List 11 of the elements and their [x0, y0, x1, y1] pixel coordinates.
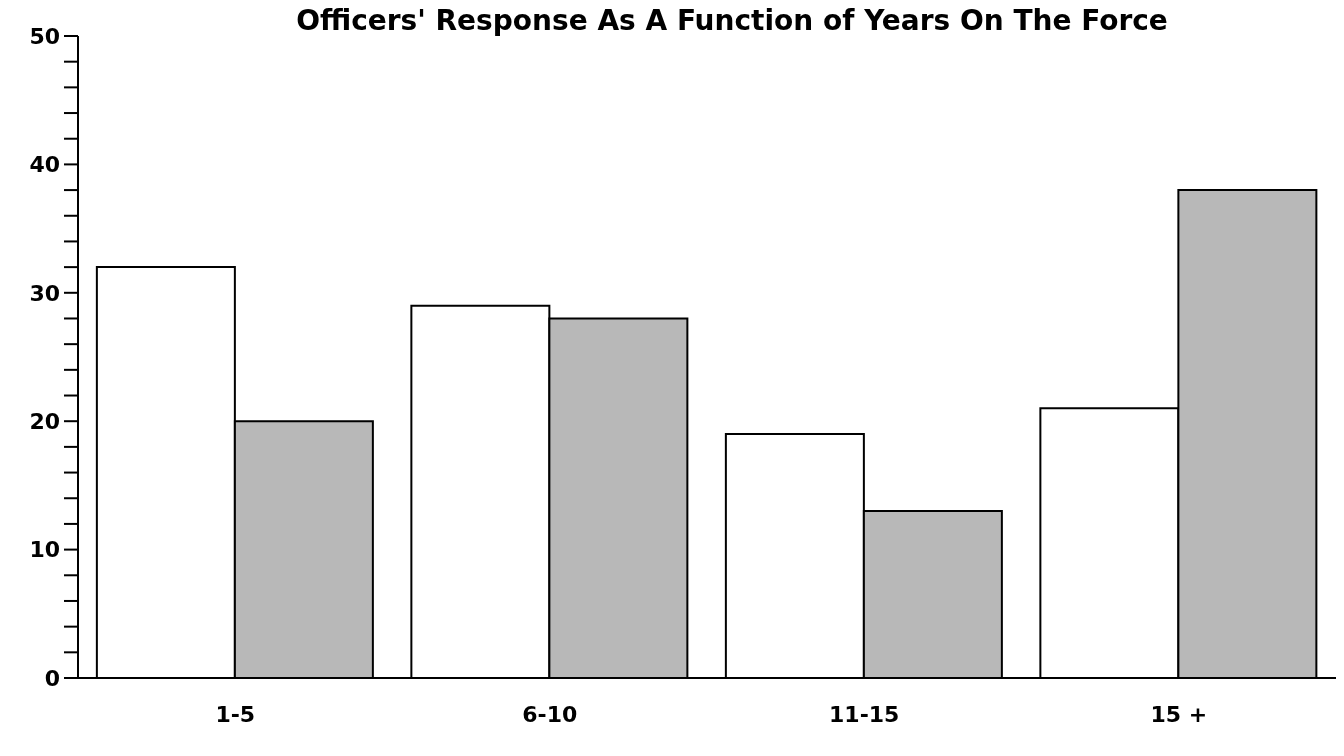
- x-tick-label: 15 +: [1150, 701, 1208, 727]
- y-tick-label: 20: [29, 408, 60, 434]
- x-tick-label: 1-5: [215, 701, 256, 727]
- y-tick-label: 50: [29, 23, 60, 49]
- y-tick-label: 30: [29, 280, 60, 306]
- x-tick-label: 6-10: [522, 701, 578, 727]
- x-tick-label: 11-15: [829, 701, 900, 727]
- y-tick-label: 10: [29, 537, 60, 563]
- y-tick-label: 0: [44, 665, 60, 691]
- y-tick-label: 40: [29, 152, 60, 178]
- chart-title: Officers' Response As A Function of Years On The Force: [295, 4, 1169, 37]
